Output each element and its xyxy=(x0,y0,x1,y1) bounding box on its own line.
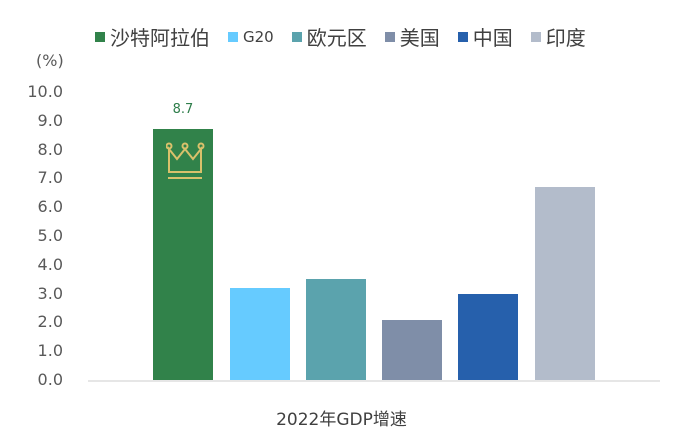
x-axis-title: 2022年GDP增速 xyxy=(276,410,407,430)
legend-swatch xyxy=(228,31,238,42)
bar-3 xyxy=(382,319,442,380)
y-tick-label: 10.0 xyxy=(27,82,63,101)
legend-swatch xyxy=(530,31,541,42)
legend-label: 中国 xyxy=(472,26,513,50)
y-tick-label: 9.0 xyxy=(37,110,63,130)
y-tick-label: 5.0 xyxy=(37,226,63,245)
y-tick-label: 4.0 xyxy=(37,254,63,274)
legend-label: 沙特阿拉伯 xyxy=(110,26,210,50)
legend-swatch xyxy=(95,31,105,42)
legend-swatch xyxy=(384,31,395,42)
legend-label: G20 xyxy=(243,27,274,46)
x-axis-line xyxy=(88,380,660,382)
y-tick-label: 7.0 xyxy=(37,168,63,188)
y-tick-label: 3.0 xyxy=(37,283,63,303)
y-tick-label: 6.0 xyxy=(37,197,63,217)
legend-item-us: 美国 xyxy=(384,22,440,51)
y-tick-label: 1.0 xyxy=(37,341,63,361)
data-label-saudi: 8.7 xyxy=(172,102,194,117)
bar-5 xyxy=(535,187,595,380)
legend-swatch xyxy=(457,31,468,42)
y-tick-label: 0.0 xyxy=(37,370,63,389)
legend-item-india: 印度 xyxy=(530,22,586,51)
legend-item-eurozone: 欧元区 xyxy=(291,22,367,51)
crown-icon xyxy=(166,142,205,179)
legend-swatch xyxy=(291,31,302,42)
y-axis-unit: (%) xyxy=(36,51,64,70)
bar-4 xyxy=(458,293,518,380)
chart-legend: 沙特阿拉伯 G20 欧元区 美国 中国 印度 xyxy=(95,22,604,51)
y-tick-label: 8.0 xyxy=(37,139,63,159)
legend-item-saudi: 沙特阿拉伯 xyxy=(95,22,210,51)
legend-label: 美国 xyxy=(399,26,440,50)
legend-item-g20: G20 xyxy=(228,28,274,46)
legend-item-china: 中国 xyxy=(457,22,513,51)
legend-label: 欧元区 xyxy=(306,26,367,50)
bar-1 xyxy=(230,287,290,380)
legend-label: 印度 xyxy=(545,26,586,50)
bar-2 xyxy=(306,279,366,380)
y-tick-label: 2.0 xyxy=(37,312,63,332)
